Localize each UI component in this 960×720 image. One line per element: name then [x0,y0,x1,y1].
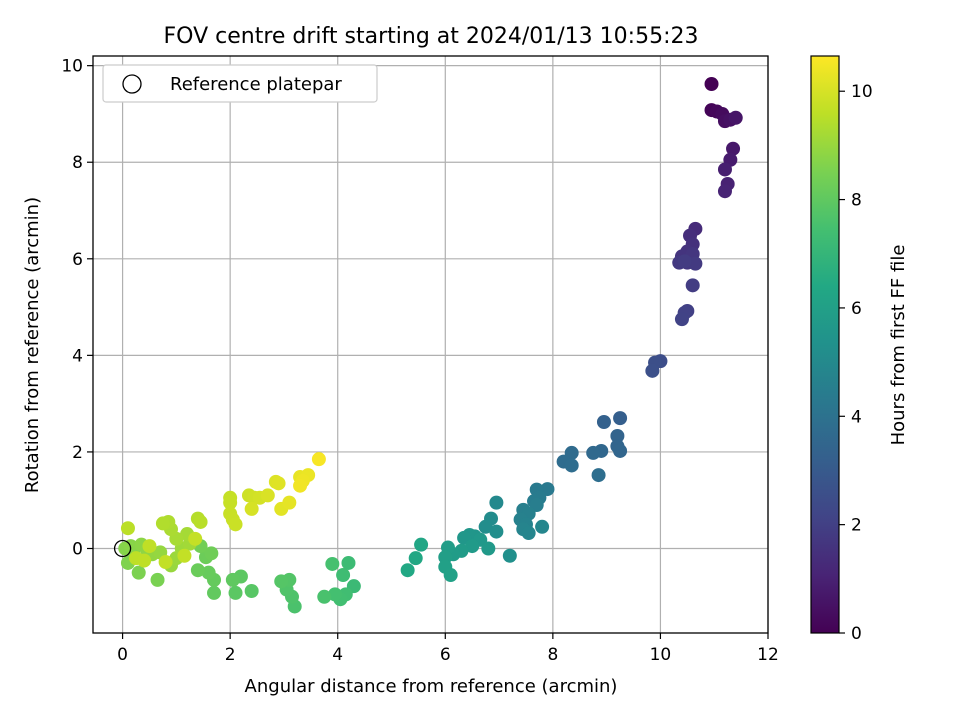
data-point [225,572,240,587]
data-point [131,565,146,580]
data-point [228,585,243,600]
data-point [201,565,216,580]
plot-frame [92,55,769,634]
colorbar-ticks: 0 2 4 6 8 10 [839,82,873,644]
x-tick-label: 4 [332,645,343,665]
x-axis-label: Angular distance from reference (arcmin) [245,676,618,697]
data-point [158,555,173,570]
y-tick-label: 8 [72,153,83,173]
data-point [502,548,517,563]
legend: Reference platepar [102,64,378,103]
data-point [564,458,579,473]
data-point [613,411,628,426]
x-axis-ticks: 0 2 4 6 8 10 12 [117,633,779,665]
x-tick-label: 8 [547,645,558,665]
data-point [207,585,222,600]
data-point [414,537,429,552]
y-tick-label: 6 [72,250,83,270]
data-point [400,563,415,578]
y-tick-label: 0 [72,540,83,560]
data-point [177,548,192,563]
data-point [704,77,719,92]
data-points [118,77,743,614]
data-point [465,539,480,554]
data-point [408,551,423,566]
colorbar: 0 2 4 6 8 10 Hours from first FF file [810,55,909,644]
y-tick-label: 2 [72,443,83,463]
data-point [190,563,205,578]
colorbar-tick-label: 8 [851,191,862,211]
x-tick-label: 2 [225,645,236,665]
x-tick-label: 10 [650,645,672,665]
grid-lines [93,56,769,633]
data-point [443,568,458,583]
data-point [610,428,625,443]
data-point [204,546,219,561]
legend-marker-icon [122,74,142,94]
y-tick-label: 4 [72,346,83,366]
colorbar-tick-label: 4 [851,407,862,427]
data-point [282,495,297,510]
y-axis-ticks: 0 2 4 6 8 10 [61,57,93,560]
data-point [193,514,208,529]
reference-marker [113,539,132,558]
data-point [726,141,741,156]
data-point [311,452,326,467]
data-point [244,583,259,598]
data-point [271,476,286,491]
data-point [717,184,732,199]
data-point [328,587,343,602]
data-point [293,478,308,493]
data-point [274,574,289,589]
data-point [677,254,692,269]
x-tick-label: 0 [117,645,128,665]
data-point [535,519,550,534]
chart-title: FOV centre drift starting at 2024/01/13 … [164,24,699,49]
colorbar-fill [811,56,839,633]
colorbar-label: Hours from first FF file [888,245,909,446]
data-point [317,589,332,604]
y-tick-label: 10 [61,57,83,77]
colorbar-tick-label: 6 [851,299,862,319]
x-tick-label: 6 [440,645,451,665]
data-point [137,553,152,568]
data-point [336,568,351,583]
data-point [489,524,504,539]
colorbar-tick-label: 2 [851,516,862,536]
y-axis-label: Rotation from reference (arcmin) [22,197,43,493]
data-point [613,443,628,458]
data-point [188,531,203,546]
data-point [260,488,275,503]
data-point [596,414,611,429]
data-point [228,517,243,532]
data-point [325,556,340,571]
data-point [521,526,536,541]
data-point [688,256,703,271]
data-point [645,363,660,378]
data-point [438,550,453,565]
data-point [591,468,606,483]
colorbar-tick-label: 10 [851,82,873,102]
data-point [586,445,601,460]
x-tick-label: 12 [757,645,779,665]
data-point [223,495,238,510]
data-point [244,501,259,516]
data-point [142,539,157,554]
data-point [478,519,493,534]
data-point [150,572,165,587]
data-point [728,110,743,125]
data-point [717,162,732,177]
data-point [120,521,135,536]
colorbar-tick-label: 0 [851,624,862,644]
data-point [685,278,700,293]
colorbar-frame [810,55,840,634]
data-point [489,495,504,510]
data-point [674,312,689,327]
legend-label: Reference platepar [170,74,342,95]
data-point [481,541,496,556]
legend-box [102,64,378,103]
data-point [341,555,356,570]
data-point [155,516,170,531]
